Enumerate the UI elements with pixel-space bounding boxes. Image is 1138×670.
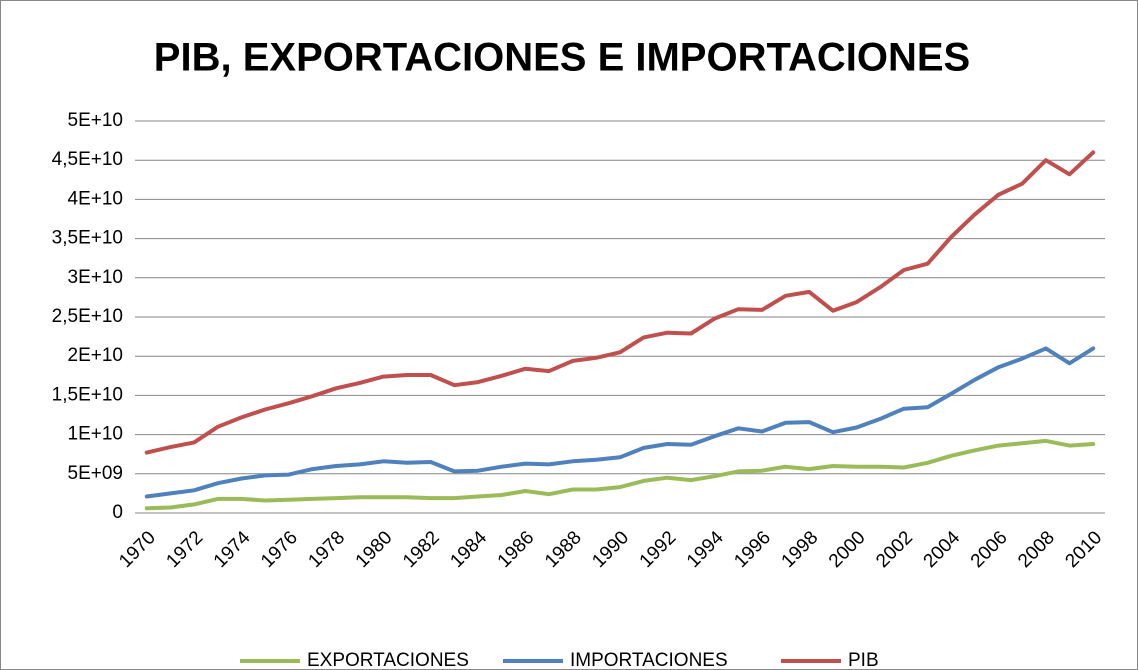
- series-line: [144, 438, 1096, 511]
- y-tick-label: 5E+09: [68, 463, 123, 484]
- y-tick-label: 4E+10: [68, 188, 123, 209]
- chart-title: PIB, EXPORTACIONES E IMPORTACIONES: [154, 36, 970, 80]
- y-tick-label: 2,5E+10: [52, 306, 123, 327]
- y-tick-label: 1,5E+10: [52, 384, 123, 405]
- legend-label: EXPORTACIONES: [307, 650, 469, 670]
- y-tick-label: 3E+10: [68, 267, 123, 288]
- y-tick-label: 0: [112, 502, 123, 523]
- series-line: [144, 346, 1096, 499]
- series-line: [144, 150, 1096, 455]
- y-tick-label: 5E+10: [68, 110, 123, 131]
- y-tick-label: 4,5E+10: [52, 149, 123, 170]
- y-tick-label: 2E+10: [68, 345, 123, 366]
- legend-label: IMPORTACIONES: [570, 650, 728, 670]
- legend-label: PIB: [848, 650, 879, 670]
- y-tick-label: 3,5E+10: [52, 228, 123, 249]
- y-tick-label: 1E+10: [68, 424, 123, 445]
